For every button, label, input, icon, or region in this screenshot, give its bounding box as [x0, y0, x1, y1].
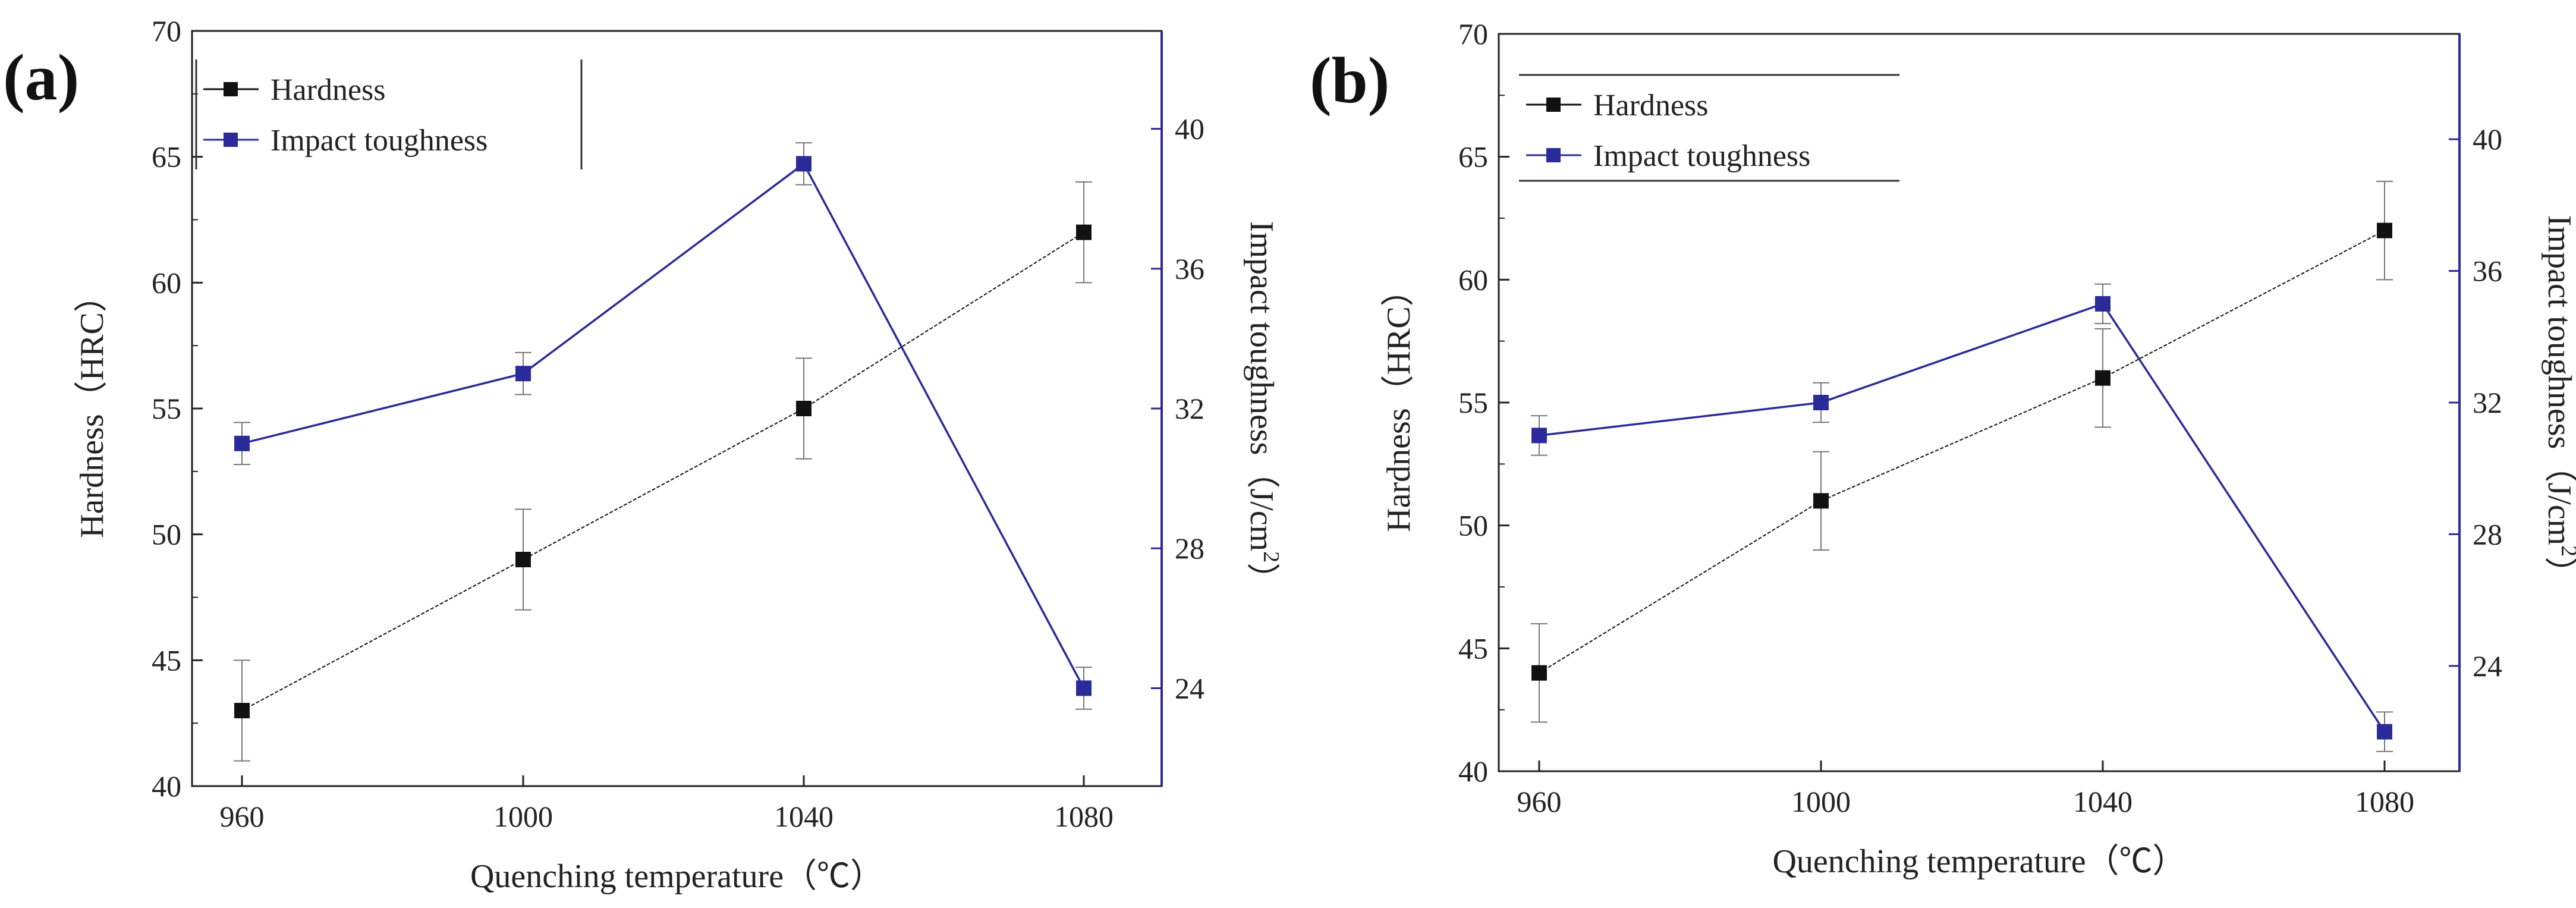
left-y-tick-label: 50 — [1458, 509, 1488, 542]
legend-label: Impact toughness — [1593, 139, 1810, 173]
legend: Hardness Impact toughness — [1519, 74, 1899, 182]
x-tick-label: 1080 — [1054, 800, 1114, 833]
legend-marker — [1546, 98, 1561, 112]
x-tick-label: 1040 — [2073, 785, 2132, 818]
left-y-axis-label: Hardness（HRC） — [74, 279, 111, 538]
right-y-tick-label: 32 — [1175, 392, 1204, 425]
x-tick-label: 1000 — [1791, 785, 1851, 818]
left-y-tick-label: 70 — [152, 14, 181, 48]
series-line-hardness — [241, 231, 1084, 711]
left-y-tick-label: 45 — [152, 643, 181, 677]
series-line-hardness — [1539, 230, 2385, 674]
right-y-axis-label-superscript: 2 — [2556, 545, 2576, 557]
chart-panel-b: 40 45 50 55 60 65 70 24 28 32 36 40 960 1000 1040 1080 Q… — [1310, 17, 2576, 880]
data-point-impact-toughness — [1813, 395, 1829, 410]
right-y-tick-label: 36 — [2473, 255, 2502, 288]
right-y-tick-label: 36 — [1175, 252, 1204, 285]
right-y-tick-label: 40 — [1175, 112, 1204, 146]
right-y-axis-label-close: ） — [1243, 563, 1280, 596]
legend-marker — [1546, 148, 1561, 162]
data-point-impact-toughness — [1076, 680, 1092, 696]
data-point-hardness — [1076, 224, 1092, 240]
left-y-tick-label: 45 — [1458, 631, 1488, 665]
left-y-tick-label: 40 — [1458, 755, 1488, 788]
legend-label: Hardness — [1593, 89, 1709, 122]
legend-label: Hardness — [271, 73, 386, 107]
right-y-axis-label-superscript: 2 — [1259, 551, 1284, 563]
data-point-impact-toughness — [796, 156, 812, 172]
left-y-tick-label: 55 — [1458, 386, 1488, 419]
series-line-impact-toughness — [1539, 302, 2386, 733]
x-axis-label: Quenching temperature（℃） — [470, 858, 883, 895]
data-point-impact-toughness — [2095, 296, 2111, 312]
data-point-hardness — [2095, 370, 2111, 386]
x-axis-label: Quenching temperature（℃） — [1772, 843, 2185, 880]
panel-label: (a) — [3, 41, 79, 114]
data-point-hardness — [1531, 665, 1547, 681]
right-y-axis-label: Impact toughness（J/cm2） — [2541, 215, 2576, 590]
data-point-hardness — [515, 552, 531, 567]
series-line-impact-toughness — [241, 162, 1085, 689]
data-point-hardness — [2377, 222, 2392, 238]
left-y-tick-label: 60 — [1458, 263, 1488, 296]
right-y-axis-label-main: Impact toughness（J/cm — [2541, 215, 2576, 545]
right-y-tick-label: 40 — [2473, 122, 2502, 156]
x-tick-label: 960 — [220, 800, 265, 833]
right-y-axis-label: Impact toughness（J/cm2） — [1243, 221, 1284, 596]
data-point-impact-toughness — [515, 366, 531, 382]
left-y-tick-label: 65 — [152, 140, 181, 174]
x-tick-label: 1000 — [493, 800, 553, 833]
panel-label: (b) — [1310, 44, 1389, 117]
left-y-tick-label: 50 — [152, 518, 181, 551]
right-y-axis-label-close: ） — [2541, 557, 2576, 590]
data-point-hardness — [1813, 493, 1829, 509]
left-y-tick-label: 40 — [152, 769, 181, 803]
x-tick-label: 1080 — [2355, 785, 2414, 818]
x-tick-label: 1040 — [774, 800, 833, 833]
right-y-tick-label: 28 — [2473, 517, 2502, 551]
data-point-impact-toughness — [1531, 428, 1547, 444]
right-y-tick-label: 24 — [1175, 671, 1204, 705]
data-point-hardness — [234, 703, 250, 718]
left-y-tick-label: 65 — [1458, 140, 1488, 174]
left-y-axis-label: Hardness（HRC） — [1380, 273, 1417, 532]
left-y-tick-label: 60 — [152, 266, 181, 299]
x-tick-label: 960 — [1517, 785, 1562, 818]
legend-marker — [224, 82, 238, 96]
chart-panel-a: 40 45 50 55 60 65 70 24 28 32 36 40 960 1000 1040 1080 Q… — [3, 14, 1284, 895]
right-y-tick-label: 24 — [2473, 649, 2502, 683]
left-y-tick-label: 55 — [152, 392, 181, 425]
legend-marker — [224, 133, 238, 147]
right-y-tick-label: 28 — [1175, 532, 1204, 565]
data-point-impact-toughness — [2377, 724, 2392, 740]
right-y-tick-label: 32 — [2473, 386, 2502, 419]
data-point-impact-toughness — [234, 435, 250, 451]
right-y-axis-label-main: Impact toughness（J/cm — [1243, 221, 1280, 551]
legend: Hardness Impact toughness — [195, 59, 583, 169]
data-point-hardness — [796, 401, 812, 416]
left-y-tick-label: 70 — [1458, 17, 1488, 51]
legend-label: Impact toughness — [271, 124, 487, 158]
